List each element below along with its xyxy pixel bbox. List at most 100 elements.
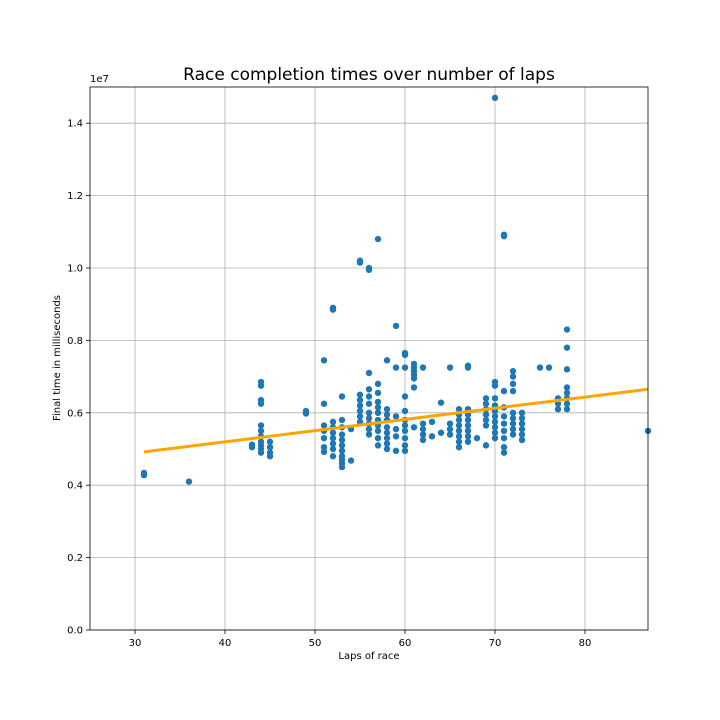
data-point xyxy=(266,449,274,456)
data-point xyxy=(419,436,427,444)
data-point xyxy=(500,231,508,238)
data-point xyxy=(518,409,526,416)
data-point xyxy=(329,440,337,447)
data-point xyxy=(482,442,490,449)
data-point xyxy=(491,424,499,431)
data-point xyxy=(329,445,337,453)
data-point xyxy=(338,431,346,438)
data-point xyxy=(455,427,463,435)
x-tick-label: 40 xyxy=(219,638,232,649)
y-tick-label: 0.4 xyxy=(67,481,83,492)
data-point xyxy=(500,387,508,395)
data-point xyxy=(401,434,409,442)
data-point xyxy=(491,94,499,102)
data-point xyxy=(500,413,508,420)
data-point xyxy=(410,384,418,391)
data-point xyxy=(491,395,499,402)
data-point xyxy=(473,434,481,442)
data-point xyxy=(374,442,382,449)
data-point xyxy=(392,425,400,433)
data-point xyxy=(455,443,463,451)
y-axis-ticks: 0.0 0.2 0.4 0.6 0.8 1.0 1.2 1.4 xyxy=(67,119,90,637)
data-point xyxy=(365,264,373,272)
data-point xyxy=(338,453,346,460)
data-point xyxy=(446,420,454,427)
data-point xyxy=(401,447,409,455)
data-point xyxy=(257,422,265,429)
data-point xyxy=(320,400,328,407)
data-point xyxy=(410,360,418,368)
data-point xyxy=(338,442,346,449)
data-point xyxy=(374,434,382,442)
data-point xyxy=(401,427,409,435)
data-point xyxy=(536,364,544,371)
data-point xyxy=(257,427,265,435)
data-point xyxy=(455,422,463,429)
data-point xyxy=(329,418,337,426)
data-point xyxy=(500,427,508,435)
data-point xyxy=(464,438,472,445)
data-point xyxy=(491,413,499,420)
data-point xyxy=(383,445,391,453)
data-point xyxy=(419,425,427,433)
data-point xyxy=(401,407,409,415)
data-point xyxy=(320,443,328,451)
data-point xyxy=(401,422,409,429)
data-point xyxy=(374,427,382,435)
data-point xyxy=(455,438,463,445)
data-point xyxy=(392,447,400,455)
data-point xyxy=(545,364,553,371)
trend-line xyxy=(143,387,649,454)
trend-line-group xyxy=(143,387,649,454)
data-point xyxy=(356,413,364,420)
data-point xyxy=(491,429,499,436)
data-point xyxy=(356,257,364,264)
data-point xyxy=(410,424,418,431)
data-point xyxy=(374,235,382,243)
data-point xyxy=(437,429,445,436)
data-point xyxy=(419,364,427,371)
grid xyxy=(90,87,648,631)
data-point xyxy=(365,431,373,438)
data-point xyxy=(419,420,427,427)
chart-title: Race completion times over number of lap… xyxy=(183,65,555,85)
data-point xyxy=(383,424,391,431)
data-point xyxy=(563,405,571,413)
data-point xyxy=(266,443,274,451)
data-point xyxy=(365,369,373,377)
data-point xyxy=(383,405,391,413)
data-point xyxy=(563,389,571,397)
data-point xyxy=(446,431,454,438)
data-point xyxy=(365,409,373,416)
data-point xyxy=(185,478,193,485)
data-point xyxy=(509,380,517,388)
data-point xyxy=(482,416,490,424)
data-point xyxy=(140,469,148,477)
data-point xyxy=(374,404,382,411)
data-point xyxy=(428,433,436,440)
data-point xyxy=(383,440,391,447)
data-point xyxy=(509,409,517,416)
data-point xyxy=(365,393,373,400)
data-point xyxy=(356,396,364,404)
data-point xyxy=(500,420,508,427)
data-point xyxy=(365,386,373,393)
data-point xyxy=(365,425,373,433)
data-point xyxy=(356,402,364,409)
data-point xyxy=(392,364,400,371)
x-tick-label: 50 xyxy=(309,638,322,649)
data-point xyxy=(383,429,391,436)
data-point xyxy=(266,438,274,445)
data-point xyxy=(554,405,562,413)
data-point xyxy=(257,378,265,386)
data-point xyxy=(248,441,256,448)
data-point xyxy=(338,436,346,444)
data-point xyxy=(491,418,499,426)
data-point xyxy=(320,422,328,429)
data-point xyxy=(563,400,571,407)
data-point xyxy=(509,431,517,438)
data-point xyxy=(356,407,364,415)
y-axis-offset-label: 1e7 xyxy=(90,74,109,85)
y-tick-label: 0.6 xyxy=(67,408,83,419)
data-point xyxy=(365,415,373,422)
